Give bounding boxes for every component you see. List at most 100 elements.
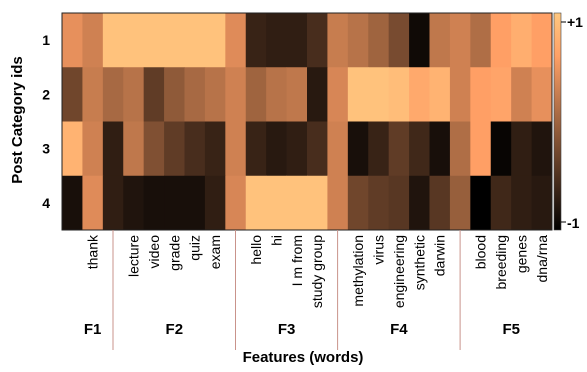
heatmap-cell [347, 13, 369, 68]
heatmap-cell [62, 175, 83, 231]
y-tick-label: 4 [42, 195, 50, 211]
heatmap-cell [143, 13, 165, 68]
heatmap-cell [225, 67, 247, 122]
heatmap-cell [184, 175, 206, 231]
heatmap-cell [123, 67, 145, 122]
heatmap-cell [143, 67, 165, 122]
y-tick-label: 2 [42, 86, 50, 102]
heatmap-cell [470, 67, 492, 122]
heatmap-cell [388, 13, 410, 68]
heatmap-cell [470, 121, 492, 177]
heatmap-cell [368, 67, 390, 122]
heatmap-cell [347, 175, 369, 231]
heatmap-cell [123, 13, 145, 68]
heatmap-cell [429, 67, 451, 122]
heatmap-cell [409, 13, 430, 68]
x-tick-label: hi [268, 235, 284, 246]
heatmap-cell [307, 67, 328, 122]
heatmap-cell [429, 13, 451, 68]
heatmap-cell [245, 67, 267, 122]
x-tick-label: darwin [432, 235, 448, 276]
heatmap-cell [123, 175, 145, 231]
heatmap-cell [327, 13, 349, 68]
x-tick-label: thank [85, 234, 101, 269]
heatmap-cell [490, 121, 512, 177]
heatmap-cell [102, 175, 124, 231]
heatmap-cell [82, 13, 104, 68]
heatmap-cell [347, 121, 369, 177]
x-tick-label: genes [513, 235, 529, 273]
heatmap-cell [388, 175, 410, 231]
heatmap-cell [511, 67, 532, 122]
heatmap-cell [490, 175, 512, 231]
heatmap-cell [347, 67, 369, 122]
heatmap-cell [531, 67, 553, 122]
heatmap-cell [368, 175, 390, 231]
heatmap-cell [286, 121, 308, 177]
x-tick-label: blood [473, 235, 489, 269]
x-tick-label: hello [248, 235, 264, 265]
heatmap-cell [511, 121, 532, 177]
heatmap-cell [102, 121, 124, 177]
heatmap-cell [307, 13, 328, 68]
heatmap-cell [164, 175, 185, 231]
heatmap-cell [62, 67, 83, 122]
heatmap-cell [449, 121, 471, 177]
heatmap-cell [531, 121, 553, 177]
heatmap-cell [368, 121, 390, 177]
y-tick-labels: 1 2 3 4 [42, 32, 50, 211]
heatmap-cell [164, 121, 185, 177]
heatmap-cells [62, 13, 553, 231]
heatmap-cell [102, 67, 124, 122]
y-tick-label: 3 [42, 141, 50, 157]
heatmap-cell [62, 13, 83, 68]
x-axis-label: Features (words) [243, 349, 364, 366]
heatmap-cell [511, 175, 532, 231]
group-separators [112, 230, 461, 350]
heatmap-cell [409, 67, 430, 122]
heatmap-cell [449, 13, 471, 68]
heatmap-cell [388, 67, 410, 122]
heatmap-cell [266, 13, 287, 68]
y-tick-label: 1 [42, 32, 50, 48]
heatmap-cell [449, 67, 471, 122]
x-tick-label: engineering [391, 235, 407, 308]
heatmap-cell [307, 121, 328, 177]
heatmap-cell [225, 13, 247, 68]
heatmap-cell [286, 67, 308, 122]
x-tick-label: lecture [126, 235, 142, 277]
heatmap-cell [429, 175, 451, 231]
heatmap-frame [61, 12, 553, 231]
heatmap-cell [245, 13, 267, 68]
heatmap-cell [204, 67, 226, 122]
x-tick-label: breeding [493, 235, 509, 290]
heatmap-cell [245, 121, 267, 177]
heatmap-cell [123, 121, 145, 177]
heatmap-cell [245, 175, 267, 231]
heatmap-cell [327, 175, 349, 231]
x-tick-label: virus [371, 235, 387, 265]
heatmap-cell [286, 175, 308, 231]
colorbar-max-label: +1 [567, 14, 583, 30]
x-tick-label: grade [166, 235, 182, 271]
heatmap-cell [204, 121, 226, 177]
x-tick-label: I m from [289, 235, 305, 286]
heatmap-cell [184, 67, 206, 122]
heatmap-cell [470, 175, 492, 231]
group-label: F2 [166, 321, 184, 338]
heatmap-cell [62, 121, 83, 177]
heatmap-cell [204, 175, 226, 231]
heatmap-cell [266, 67, 287, 122]
heatmap-cell [409, 175, 430, 231]
colorbar-min-label: -1 [567, 215, 580, 231]
heatmap-cell [225, 175, 247, 231]
y-axis-label: Post Category ids [9, 56, 26, 184]
heatmap-cell [164, 67, 185, 122]
group-labels: F1 F2 F3 F4 F5 [84, 321, 520, 338]
heatmap-cell [490, 13, 512, 68]
x-tick-label: synthetic [411, 235, 427, 290]
heatmap-cell [204, 13, 226, 68]
x-tick-label: methylation [350, 235, 366, 307]
heatmap-cell [184, 13, 206, 68]
